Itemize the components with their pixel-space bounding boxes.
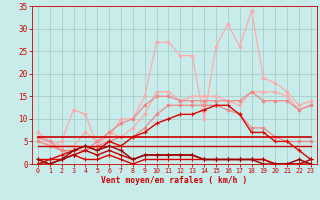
X-axis label: Vent moyen/en rafales ( km/h ): Vent moyen/en rafales ( km/h ) (101, 176, 248, 185)
